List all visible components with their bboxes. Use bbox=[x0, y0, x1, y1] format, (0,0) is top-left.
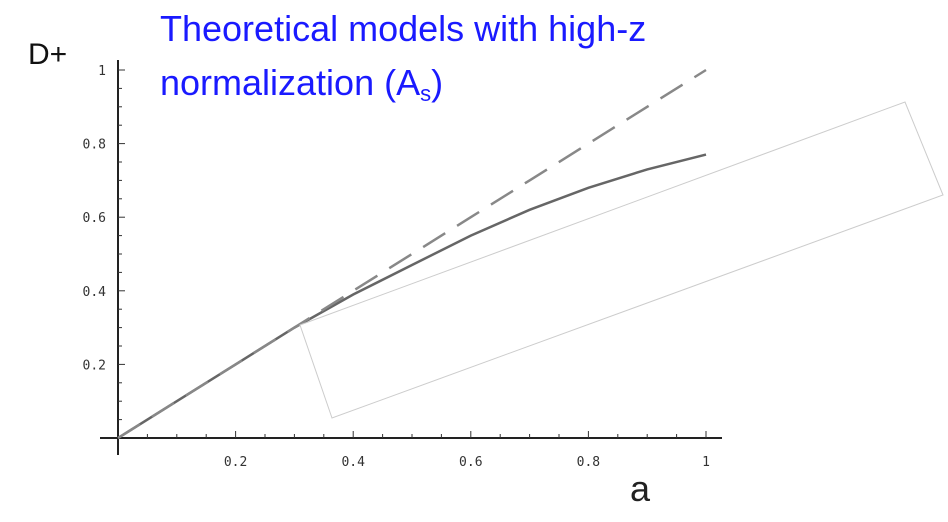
callout-box bbox=[299, 101, 944, 419]
x-tick-label: 0.8 bbox=[577, 455, 600, 470]
series-line-solid bbox=[117, 153, 707, 440]
x-axis-label: a bbox=[630, 468, 651, 509]
axes bbox=[100, 60, 722, 455]
chart-title-line-2: normalization (As) bbox=[160, 62, 443, 107]
x-tick-label: 0.6 bbox=[459, 455, 482, 470]
x-tick-label: 1 bbox=[702, 455, 710, 470]
chart-title-line-1: Theoretical models with high-z bbox=[160, 8, 647, 49]
x-tick-label: 0.4 bbox=[341, 455, 365, 470]
series-line-dashed bbox=[117, 68, 707, 440]
y-tick-label: 0.6 bbox=[83, 211, 106, 226]
y-axis-label: D+ bbox=[28, 38, 68, 71]
series bbox=[117, 68, 707, 440]
chart-title-line-2-end: ) bbox=[431, 62, 444, 103]
chart-title-subscript: s bbox=[420, 81, 432, 106]
ticks: 0.2 0.4 0.6 0.8 1 0.2 0.4 0.6 0.8 1 bbox=[83, 64, 710, 470]
y-tick-label: 0.2 bbox=[83, 358, 106, 373]
chart-title-line-2-main: normalization (A bbox=[160, 62, 421, 103]
y-tick-label: 0.8 bbox=[83, 138, 106, 153]
y-tick-label: 0.4 bbox=[83, 285, 107, 300]
x-tick-label: 0.2 bbox=[224, 455, 247, 470]
y-tick-label: 1 bbox=[98, 64, 106, 79]
